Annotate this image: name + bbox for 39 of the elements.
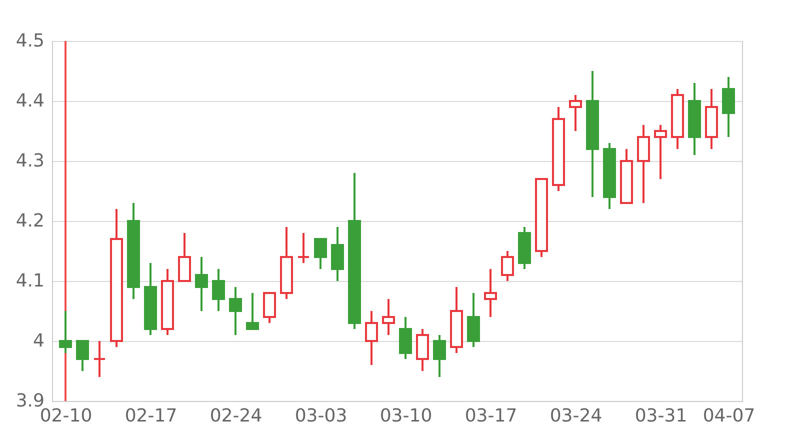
candlestick xyxy=(76,340,89,372)
x-tick-label: 03-31 xyxy=(634,406,688,426)
candlestick xyxy=(484,268,497,318)
x-tick-label: 03-17 xyxy=(464,406,518,426)
x-tick-label: 02-17 xyxy=(124,406,178,426)
candlestick xyxy=(93,340,106,378)
candlestick xyxy=(178,232,191,282)
candlestick xyxy=(59,310,72,354)
candlestick xyxy=(637,124,650,204)
y-tick-label: 4.2 xyxy=(16,210,44,232)
candlestick xyxy=(229,286,242,336)
candlestick xyxy=(212,268,225,312)
x-tick-label: 02-10 xyxy=(40,406,92,426)
candlestick xyxy=(569,94,582,132)
y-tick-label: 4.5 xyxy=(16,30,44,52)
candlestick xyxy=(467,292,480,348)
x-tick-label: 03-24 xyxy=(550,406,602,426)
y-tick-label: 4.3 xyxy=(16,150,44,172)
candlestick xyxy=(246,292,259,330)
candlestick xyxy=(314,238,327,270)
candlestick xyxy=(722,76,735,138)
candlestick xyxy=(263,292,276,324)
candlestick xyxy=(365,310,378,366)
candlestick xyxy=(297,232,310,264)
y-tick-label: 4.4 xyxy=(16,90,44,112)
candlestick xyxy=(399,316,412,360)
x-tick-label: 03-10 xyxy=(380,406,432,426)
candlestick xyxy=(195,256,208,312)
candlestick xyxy=(433,334,446,378)
x-tick-label: 02-24 xyxy=(210,406,262,426)
candlestick xyxy=(501,250,514,282)
y-tick-label: 4.1 xyxy=(16,270,44,292)
candlestick xyxy=(654,124,667,180)
x-tick-label: 04-07 xyxy=(702,406,756,426)
candlestick xyxy=(416,328,429,372)
y-tick-label: 4 xyxy=(33,330,44,352)
candlestick xyxy=(382,298,395,336)
candlestick xyxy=(331,226,344,282)
x-tick-label: 03-03 xyxy=(294,406,348,426)
